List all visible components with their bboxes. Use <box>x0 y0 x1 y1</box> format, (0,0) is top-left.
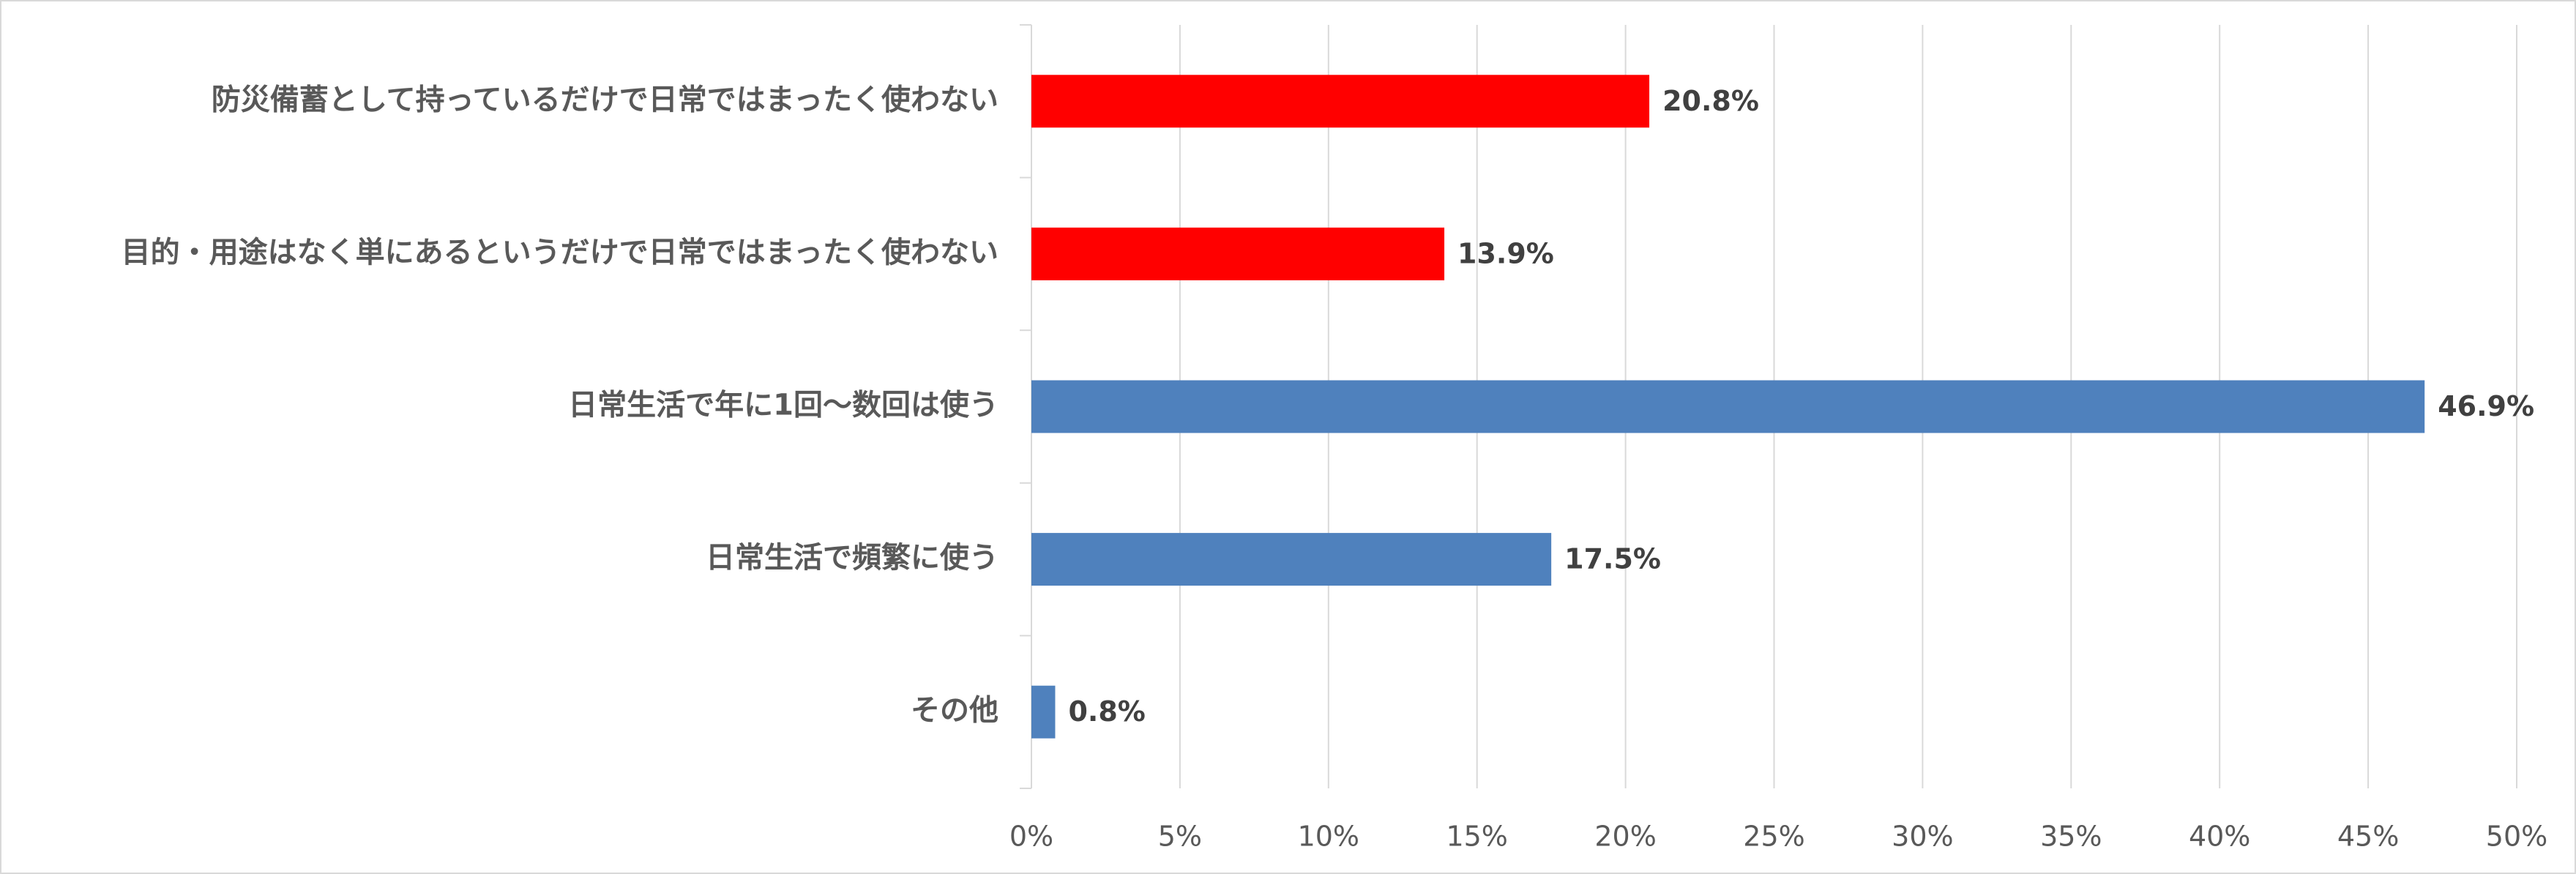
x-tick-label: 25% <box>1743 821 1804 853</box>
x-tick-label: 10% <box>1298 821 1359 853</box>
x-tick-label: 15% <box>1446 821 1507 853</box>
x-tick-label: 0% <box>1009 821 1053 853</box>
bar <box>1031 685 1056 739</box>
value-label: 46.9% <box>2438 390 2534 422</box>
bar <box>1031 227 1445 280</box>
x-tick-label: 50% <box>2486 821 2547 853</box>
x-tick-label: 5% <box>1158 821 1202 853</box>
value-label: 13.9% <box>1457 237 1554 269</box>
bar <box>1031 380 2425 433</box>
y-tick-label: 日常生活で年に1回～数回は使う <box>568 389 998 422</box>
x-tick-label: 30% <box>1892 821 1953 853</box>
bar <box>1031 533 1552 586</box>
value-label: 17.5% <box>1564 543 1661 575</box>
value-label: 0.8% <box>1068 695 1145 728</box>
y-tick-label: 日常生活で頻繁に使う <box>706 541 998 575</box>
bar <box>1031 75 1650 128</box>
y-tick-label: 目的・用途はなく単にあるというだけで日常ではまったく使わない <box>122 236 998 269</box>
x-tick-label: 35% <box>2040 821 2102 853</box>
x-tick-label: 20% <box>1594 821 1656 853</box>
x-tick-label: 45% <box>2337 821 2399 853</box>
x-tick-label: 40% <box>2189 821 2250 853</box>
value-label: 20.8% <box>1662 85 1759 117</box>
y-tick-label: 防災備蓄として持っているだけで日常ではまったく使わない <box>212 83 998 116</box>
y-tick-label: その他 <box>911 694 998 728</box>
